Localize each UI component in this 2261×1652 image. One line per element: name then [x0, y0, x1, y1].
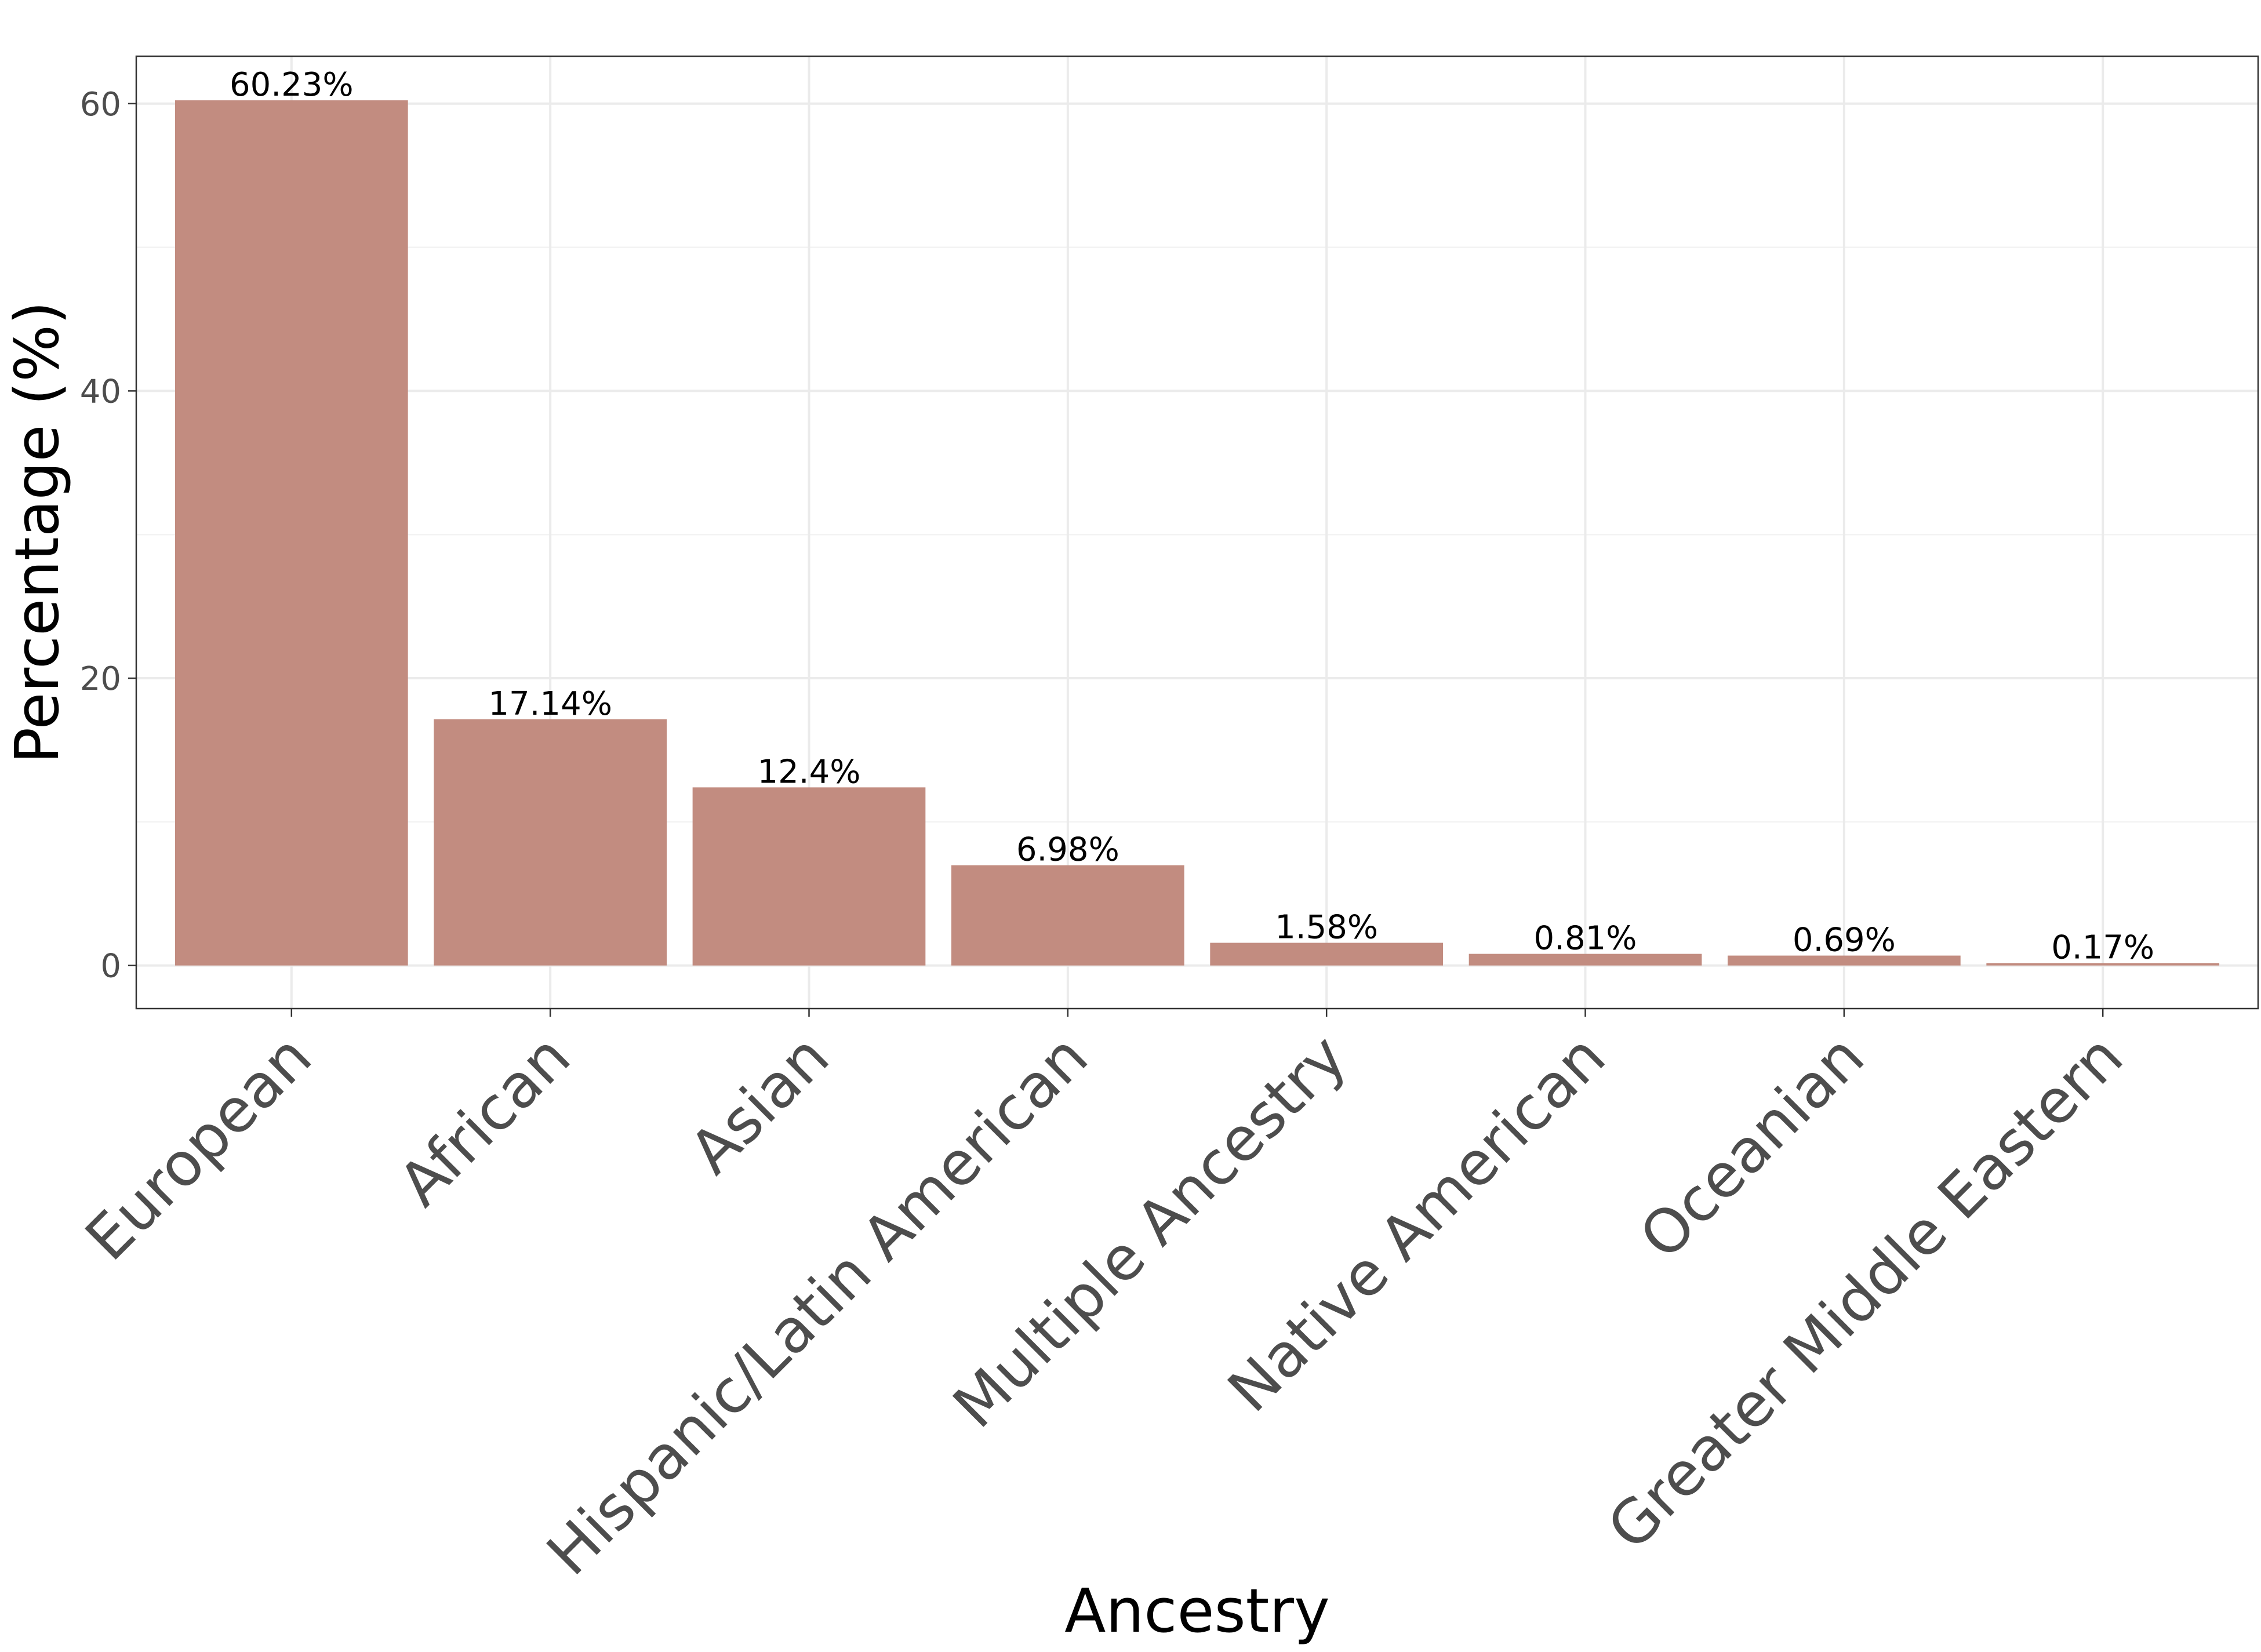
y-tick-label: 60: [80, 86, 121, 123]
data-label: 60.23%: [230, 66, 354, 104]
x-tick-label: European: [72, 1021, 325, 1274]
x-tick-label: Greater Middle Eastern: [1594, 1021, 2136, 1563]
x-tick-label: Hispanic/Latin American: [533, 1021, 1102, 1589]
x-tick-label: African: [385, 1021, 584, 1220]
data-label: 0.81%: [1534, 920, 1637, 958]
bar-multiple-ancestry: [1210, 943, 1444, 966]
bar-african: [434, 719, 667, 966]
bar-native-american: [1468, 954, 1702, 966]
bar-greater-middle-eastern: [1986, 963, 2220, 966]
data-label: 0.69%: [1793, 922, 1896, 959]
data-label: 0.17%: [2051, 929, 2154, 966]
bar-european: [175, 100, 408, 966]
y-axis-title: Percentage (%): [2, 301, 72, 763]
bars-layer: [175, 100, 2220, 966]
x-axis-title: Ancestry: [1064, 1575, 1330, 1646]
x-tick-label: Asian: [676, 1021, 842, 1187]
grid-layer: [136, 56, 2258, 1009]
panel-border: [135, 55, 2259, 1010]
y-axis: 0 20 40 60: [80, 86, 136, 985]
data-labels-layer: 60.23% 17.14% 12.4% 6.98% 1.58% 0.81% 0.69% 0.1…: [230, 66, 2154, 966]
data-label: 12.4%: [758, 753, 861, 791]
data-label: 17.14%: [488, 685, 612, 723]
x-tick-label: Oceanian: [1626, 1021, 1878, 1272]
data-label: 1.58%: [1275, 909, 1378, 947]
data-label: 6.98%: [1016, 831, 1119, 869]
bar-hispanic-latin-american: [951, 865, 1184, 966]
y-tick-label: 20: [80, 660, 121, 698]
bar-asian: [692, 787, 926, 966]
y-tick-label: 0: [100, 948, 121, 985]
y-tick-label: 40: [80, 373, 121, 410]
bar-oceanian: [1728, 955, 1961, 966]
